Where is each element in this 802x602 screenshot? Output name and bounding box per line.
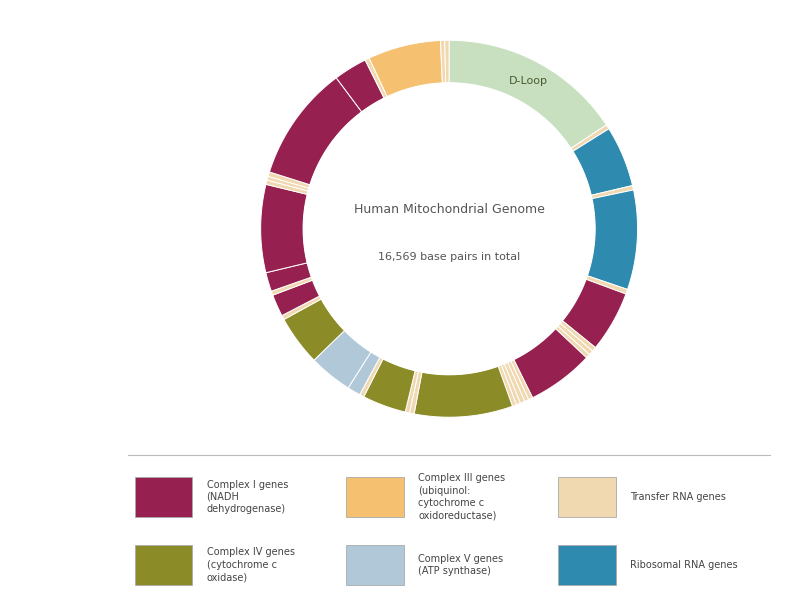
PathPatch shape: [267, 176, 309, 191]
Bar: [135, 477, 192, 517]
Ellipse shape: [303, 82, 595, 375]
PathPatch shape: [271, 277, 313, 295]
PathPatch shape: [314, 330, 371, 388]
Bar: [346, 477, 404, 517]
PathPatch shape: [365, 58, 387, 98]
Text: Complex IV genes
(cytochrome c
oxidase): Complex IV genes (cytochrome c oxidase): [207, 547, 294, 582]
PathPatch shape: [369, 40, 443, 96]
PathPatch shape: [440, 40, 446, 83]
PathPatch shape: [562, 279, 626, 347]
PathPatch shape: [269, 78, 362, 185]
PathPatch shape: [284, 299, 344, 360]
Bar: [558, 477, 616, 517]
PathPatch shape: [360, 358, 383, 397]
PathPatch shape: [498, 365, 516, 406]
PathPatch shape: [514, 329, 586, 398]
Text: Complex V genes
(ATP synthase): Complex V genes (ATP synthase): [419, 554, 504, 576]
PathPatch shape: [336, 60, 384, 112]
PathPatch shape: [266, 180, 308, 194]
PathPatch shape: [405, 371, 419, 413]
Bar: [346, 545, 404, 585]
PathPatch shape: [571, 125, 609, 151]
Bar: [558, 545, 616, 585]
PathPatch shape: [364, 359, 415, 412]
PathPatch shape: [561, 321, 595, 351]
PathPatch shape: [591, 185, 634, 199]
Text: Human Mitochondrial Genome: Human Mitochondrial Genome: [354, 203, 545, 216]
PathPatch shape: [261, 184, 307, 273]
PathPatch shape: [508, 361, 529, 402]
Bar: [135, 545, 192, 585]
PathPatch shape: [587, 190, 638, 290]
PathPatch shape: [573, 129, 633, 195]
Text: Complex I genes
(NADH
dehydrogenase): Complex I genes (NADH dehydrogenase): [207, 480, 288, 514]
PathPatch shape: [445, 40, 449, 82]
PathPatch shape: [511, 360, 533, 400]
PathPatch shape: [501, 364, 520, 405]
Text: 16,569 base pairs in total: 16,569 base pairs in total: [378, 252, 520, 262]
PathPatch shape: [414, 367, 512, 417]
PathPatch shape: [273, 280, 319, 315]
PathPatch shape: [266, 263, 311, 291]
PathPatch shape: [504, 362, 525, 403]
PathPatch shape: [348, 352, 380, 395]
PathPatch shape: [449, 40, 606, 148]
PathPatch shape: [268, 172, 310, 188]
PathPatch shape: [558, 323, 593, 355]
PathPatch shape: [410, 371, 422, 414]
Text: Complex III genes
(ubiquinol:
cytochrome c
oxidoreductase): Complex III genes (ubiquinol: cytochrome…: [419, 473, 505, 521]
PathPatch shape: [556, 326, 589, 358]
PathPatch shape: [282, 296, 321, 320]
Text: D-Loop: D-Loop: [509, 76, 548, 87]
PathPatch shape: [586, 276, 627, 294]
Text: Ribosomal RNA genes: Ribosomal RNA genes: [630, 560, 738, 570]
Text: Transfer RNA genes: Transfer RNA genes: [630, 492, 726, 502]
